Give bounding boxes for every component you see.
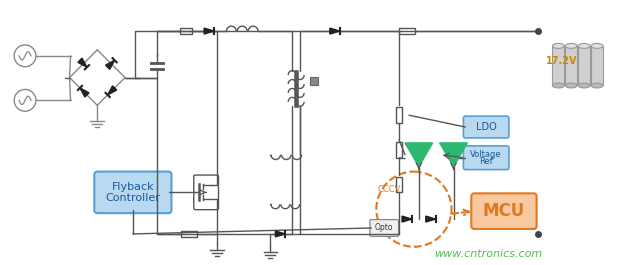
- Bar: [310, 77, 318, 85]
- Polygon shape: [106, 60, 114, 69]
- Polygon shape: [405, 143, 432, 167]
- Bar: [181, 231, 198, 237]
- Bar: [396, 142, 402, 158]
- Text: MCU: MCU: [483, 202, 525, 220]
- Text: Ref: Ref: [479, 157, 493, 166]
- Bar: [396, 107, 402, 123]
- Ellipse shape: [591, 83, 603, 88]
- Polygon shape: [204, 28, 214, 34]
- Ellipse shape: [566, 83, 578, 88]
- Polygon shape: [276, 231, 285, 237]
- Text: www.cntronics.com: www.cntronics.com: [434, 249, 542, 259]
- Ellipse shape: [552, 83, 564, 88]
- Text: Voltage: Voltage: [471, 150, 502, 159]
- Bar: [181, 28, 192, 34]
- Text: LDO: LDO: [476, 122, 496, 132]
- Bar: [591, 46, 603, 86]
- Bar: [552, 46, 564, 86]
- Ellipse shape: [591, 43, 603, 48]
- Polygon shape: [107, 86, 117, 95]
- Ellipse shape: [566, 43, 578, 48]
- Bar: [399, 28, 415, 34]
- Polygon shape: [439, 143, 468, 167]
- Ellipse shape: [578, 83, 590, 88]
- Text: Opto: Opto: [375, 223, 394, 232]
- Text: CCCV: CCCV: [378, 185, 401, 194]
- Text: 17.2V: 17.2V: [546, 56, 577, 66]
- FancyBboxPatch shape: [471, 193, 537, 229]
- Polygon shape: [80, 88, 89, 97]
- Text: Flyback: Flyback: [112, 182, 154, 192]
- FancyBboxPatch shape: [463, 146, 509, 170]
- FancyBboxPatch shape: [94, 171, 171, 213]
- Polygon shape: [402, 216, 412, 222]
- Polygon shape: [330, 28, 340, 34]
- Bar: [396, 176, 402, 192]
- FancyBboxPatch shape: [370, 220, 399, 236]
- Ellipse shape: [552, 43, 564, 48]
- Bar: [566, 46, 578, 86]
- Polygon shape: [426, 216, 436, 222]
- Polygon shape: [78, 58, 87, 67]
- Text: Controller: Controller: [106, 193, 161, 203]
- Bar: [578, 46, 590, 86]
- FancyBboxPatch shape: [463, 116, 509, 138]
- Ellipse shape: [578, 43, 590, 48]
